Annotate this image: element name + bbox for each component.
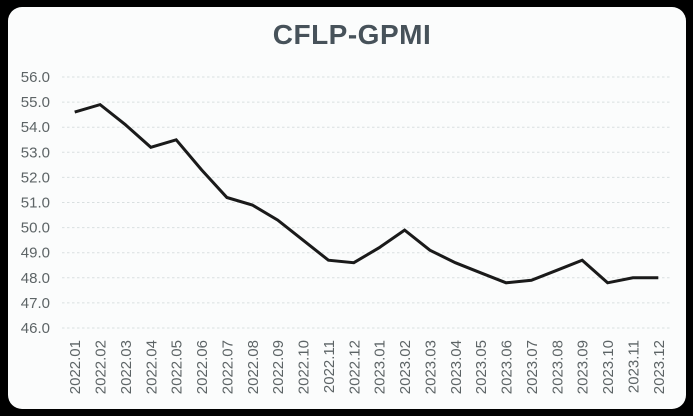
x-tick-label: 2022.09	[270, 340, 287, 394]
x-tick-label: 2022.03	[118, 340, 135, 394]
x-tick-label: 2023.06	[499, 340, 516, 394]
y-tick-label: 46.0	[21, 320, 50, 337]
y-tick-label: 47.0	[21, 295, 50, 312]
x-tick-label: 2023.03	[422, 340, 439, 394]
y-axis-tick-labels: 56.0 55.0 54.0 53.0 52.0 51.0 50.0 49.0 48.0 47.0…	[21, 69, 50, 337]
x-tick-label: 2022.06	[194, 340, 211, 394]
x-tick-label: 2023.04	[448, 340, 465, 394]
y-tick-label: 49.0	[21, 245, 50, 262]
y-tick-label: 56.0	[21, 69, 50, 86]
x-tick-label: 2022.01	[67, 340, 84, 394]
x-tick-label: 2023.01	[372, 340, 389, 394]
y-tick-label: 51.0	[21, 195, 50, 212]
x-tick-label: 2023.10	[600, 340, 617, 394]
chart-title: CFLP-GPMI	[273, 19, 432, 50]
gridlines	[62, 76, 671, 329]
x-tick-label: 2023.02	[397, 340, 414, 394]
x-axis-tick-labels: 2022.01 2022.02 2022.03 2022.04 2022.05 2022.…	[67, 340, 668, 394]
data-series-line	[74, 102, 659, 285]
chart-card	[8, 7, 686, 409]
x-tick-label: 2023.11	[625, 340, 642, 393]
y-tick-label: 55.0	[21, 94, 50, 111]
x-tick-label: 2022.10	[296, 340, 313, 394]
x-tick-label: 2022.11	[321, 340, 338, 393]
x-tick-label: 2022.12	[346, 340, 363, 394]
x-tick-label: 2022.04	[143, 340, 160, 394]
x-tick-label: 2022.02	[93, 340, 110, 394]
x-tick-label: 2023.09	[575, 340, 592, 394]
x-tick-label: 2022.07	[219, 340, 236, 394]
y-tick-label: 53.0	[21, 144, 50, 161]
y-tick-label: 54.0	[21, 119, 50, 136]
x-tick-label: 2023.07	[524, 340, 541, 394]
y-tick-label: 50.0	[21, 220, 50, 237]
x-tick-label: 2023.08	[549, 340, 566, 394]
y-tick-label: 48.0	[21, 270, 50, 287]
x-tick-label: 2022.08	[245, 340, 262, 394]
y-tick-label: 52.0	[21, 169, 50, 186]
x-tick-label: 2023.12	[651, 340, 668, 394]
x-tick-label: 2022.05	[169, 340, 186, 394]
x-tick-label: 2023.05	[473, 340, 490, 394]
